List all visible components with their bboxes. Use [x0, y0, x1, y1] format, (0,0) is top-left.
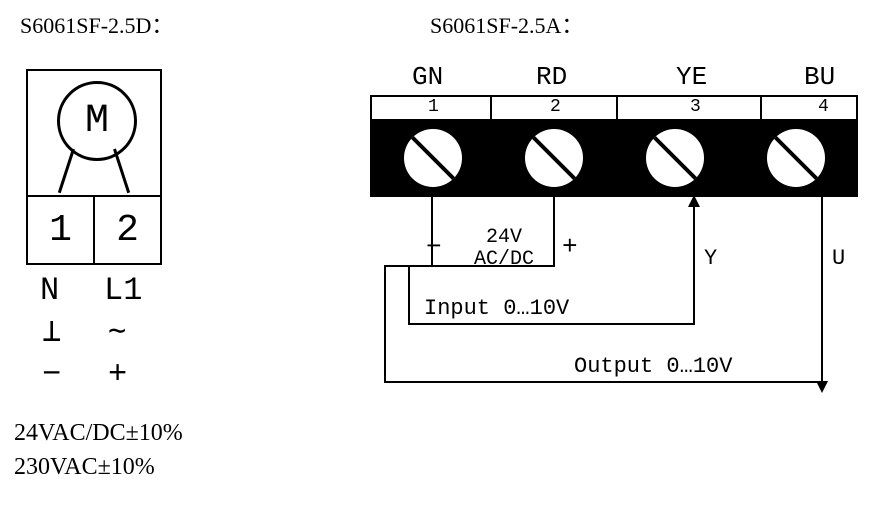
wire-rd-v — [553, 195, 555, 267]
motor-cell-1-text: 1 — [49, 209, 72, 252]
motor-cell-2-text: 2 — [116, 209, 139, 252]
wire-ye-v — [693, 195, 695, 325]
motor-letter: M — [85, 99, 109, 144]
wire-input-tie — [408, 265, 433, 267]
label-ground: ⊥ — [42, 312, 61, 354]
label-L1: L1 — [104, 270, 142, 312]
term-num-2: 2 — [550, 97, 561, 117]
power-minus: − — [426, 232, 442, 262]
terminal-number-row: 1 2 3 4 — [372, 97, 856, 121]
screw-1 — [404, 129, 462, 187]
label-u: U — [832, 246, 845, 271]
volt-line-1: 24VAC/DC±10% — [14, 420, 183, 447]
motor-leg-left — [58, 149, 75, 194]
motor-leg-right — [113, 149, 130, 194]
volt-line-2: 230VAC±10% — [14, 454, 155, 481]
label-plus: + — [108, 354, 127, 396]
left-title: S6061SF-2.5D： — [20, 8, 173, 40]
terminal-block: 1 2 3 4 — [370, 95, 858, 197]
wire-output-h — [384, 381, 823, 383]
label-tilde: ∼ — [108, 312, 126, 354]
motor-lower: 1 2 — [28, 197, 160, 263]
term-header-rd: RD — [536, 62, 567, 92]
wire-input-v — [408, 265, 410, 325]
screw-3 — [646, 129, 704, 187]
term-num-1: 1 — [428, 97, 439, 117]
screw-2 — [525, 129, 583, 187]
terminal-screw-row — [372, 121, 856, 195]
label-output: Output 0…10V — [574, 354, 732, 379]
motor-circle: M — [57, 81, 137, 161]
power-plus: + — [562, 232, 578, 262]
wire-output-v — [384, 265, 386, 383]
power-acdc: AC/DC — [464, 248, 544, 271]
label-input: Input 0…10V — [424, 296, 569, 321]
term-num-4: 4 — [818, 97, 829, 117]
term-header-ye: YE — [676, 62, 707, 92]
term-header-bu: BU — [804, 62, 835, 92]
term-div-1 — [490, 97, 492, 119]
screw-4 — [767, 129, 825, 187]
right-title: S6061SF-2.5A： — [430, 8, 583, 40]
motor-box: M 1 2 — [26, 69, 162, 265]
power-24v: 24V — [474, 226, 534, 249]
term-num-3: 3 — [690, 97, 701, 117]
term-div-2 — [616, 97, 618, 119]
wire-ye-arrow — [688, 195, 700, 207]
wire-output-tie — [384, 265, 410, 267]
wire-input-h — [408, 323, 695, 325]
motor-cell-2: 2 — [95, 197, 160, 263]
motor-upper: M — [28, 71, 160, 197]
motor-cell-1: 1 — [28, 197, 95, 263]
label-N: N — [40, 270, 59, 312]
label-minus: − — [42, 354, 61, 396]
label-y: Y — [704, 246, 717, 271]
wire-bu-v — [821, 195, 823, 383]
term-div-3 — [760, 97, 762, 119]
term-header-gn: GN — [412, 62, 443, 92]
